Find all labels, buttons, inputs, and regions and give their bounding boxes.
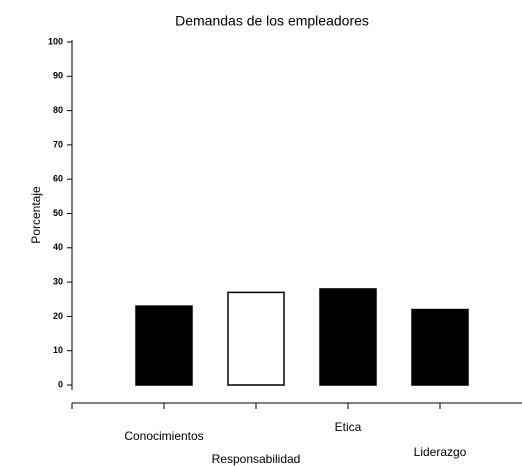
- y-tick-label: 10: [53, 345, 63, 355]
- bar: [411, 308, 469, 386]
- x-tick-label: Etica: [335, 420, 362, 434]
- bar: [135, 305, 193, 386]
- y-tick-label: 20: [53, 311, 63, 321]
- y-tick-label: 40: [53, 242, 63, 252]
- x-tick-label: Liderazgo: [414, 445, 467, 459]
- y-tick-label: 60: [53, 174, 63, 184]
- y-tick-label: 50: [53, 208, 63, 218]
- y-tick-label: 90: [53, 71, 63, 81]
- bar: [227, 291, 285, 386]
- y-tick-label: 80: [53, 105, 63, 115]
- y-tick-label: 70: [53, 139, 63, 149]
- y-tick-label: 0: [58, 379, 63, 389]
- y-tick-label: 30: [53, 276, 63, 286]
- bar: [319, 288, 377, 386]
- x-tick-label: Responsabilidad: [212, 452, 301, 466]
- y-tick-label: 100: [48, 36, 63, 46]
- chart-title: Demandas de los empleadores: [175, 13, 369, 29]
- y-axis-label: Porcentaje: [29, 186, 43, 244]
- x-tick-label: Conocimientos: [124, 429, 203, 443]
